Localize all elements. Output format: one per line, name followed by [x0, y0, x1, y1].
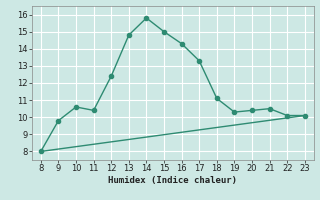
X-axis label: Humidex (Indice chaleur): Humidex (Indice chaleur) [108, 176, 237, 185]
